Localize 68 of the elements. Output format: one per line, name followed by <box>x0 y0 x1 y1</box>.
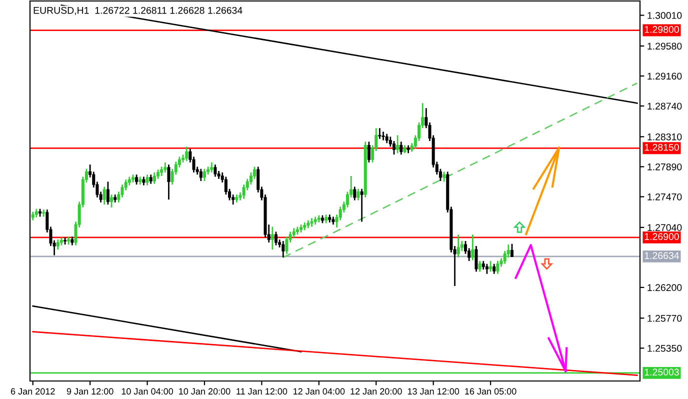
candlestick <box>400 141 403 156</box>
ref-line-label: 1.25003 <box>644 368 679 376</box>
x-tick-label: 12 Jan 04:00 <box>294 388 345 395</box>
y-tick-label: 1.29580 <box>648 42 682 50</box>
candlestick <box>492 263 496 275</box>
candlestick <box>135 174 138 186</box>
candlestick <box>485 263 488 275</box>
y-tick-label: 1.25350 <box>648 344 682 352</box>
ref-line-label: 1.26634 <box>644 252 680 260</box>
candlestick <box>56 238 60 250</box>
y-tick-label: 1.29160 <box>648 72 682 80</box>
candlestick <box>385 133 388 144</box>
candlestick <box>110 194 114 208</box>
ref-line-label: 1.26900 <box>644 233 679 240</box>
candlestick <box>146 174 149 186</box>
candlestick <box>378 127 382 140</box>
candlestick <box>471 234 474 261</box>
y-tick-label: 1.30010 <box>648 12 682 19</box>
candlestick <box>120 184 124 198</box>
candlestick <box>382 131 385 141</box>
text: EURUSD,H1 1.26722 1.26811 1.26628 1.26634 <box>34 6 242 15</box>
candlestick <box>356 188 360 201</box>
y-tick-label: 1.27040 <box>648 224 682 232</box>
y-tick-label: 1.27890 <box>648 163 682 170</box>
candlestick <box>210 162 214 174</box>
candlestick <box>456 234 460 258</box>
y-tick-label: 1.28310 <box>648 133 682 140</box>
candlestick <box>282 240 285 258</box>
candlestick <box>292 227 296 238</box>
y-tick-label: 1.26200 <box>648 284 682 292</box>
x-tick-label: 10 Jan 20:00 <box>179 388 230 395</box>
candlestick <box>489 260 492 272</box>
candlestick <box>496 260 500 275</box>
candlestick <box>202 168 206 182</box>
candlestick <box>367 141 370 164</box>
candlestick <box>392 140 396 156</box>
candlestick <box>274 231 278 246</box>
candlestick <box>199 168 202 182</box>
candlestick <box>474 245 478 272</box>
x-tick-label: 9 Jan 12:00 <box>66 388 114 395</box>
candlestick <box>270 226 274 250</box>
candlestick <box>396 134 400 154</box>
candlestick <box>106 181 110 206</box>
x-tick-label: 12 Jan 20:00 <box>350 388 402 395</box>
candlestick <box>152 172 156 185</box>
candlestick <box>149 174 152 185</box>
candlestick <box>160 166 164 177</box>
candlestick <box>510 243 514 258</box>
candlestick <box>156 168 160 180</box>
y-tick-label: 1.25770 <box>648 314 682 322</box>
candlestick <box>353 186 356 201</box>
x-tick-label: 16 Jan 05:00 <box>465 388 516 395</box>
candlestick <box>185 146 188 162</box>
ref-line-label: 1.28150 <box>644 144 679 151</box>
candlestick <box>102 186 106 206</box>
candlestick <box>360 188 364 222</box>
candlestick <box>478 260 482 272</box>
candlestick <box>167 164 170 200</box>
candlestick <box>214 164 217 178</box>
y-tick-label: 1.28740 <box>648 102 682 110</box>
ref-line-label: 1.29800 <box>644 26 679 33</box>
candlestick <box>164 162 167 174</box>
x-tick-label: 6 Jan 2012 <box>10 388 55 395</box>
y-tick-label: 1.27470 <box>648 193 682 200</box>
x-tick-label: 11 Jan 12:00 <box>236 388 288 395</box>
x-tick-label: 13 Jan 12:00 <box>408 388 460 395</box>
x-tick-label: 10 Jan 04:00 <box>122 388 174 395</box>
candlestick <box>442 171 446 182</box>
